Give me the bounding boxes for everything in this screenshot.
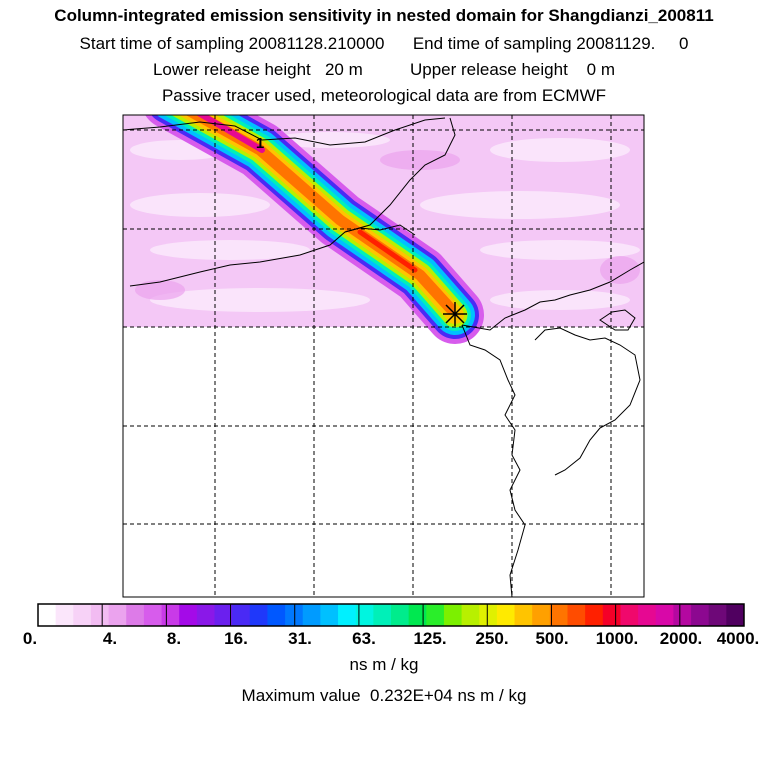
colorbar-swatch [708, 604, 727, 626]
colorbar-swatch [532, 604, 551, 626]
colorbar-swatch [267, 604, 286, 626]
colorbar-swatch [90, 604, 109, 626]
sensitivity-field-texture [130, 132, 640, 312]
sampling-time-line: Start time of sampling 20081128.210000 E… [79, 34, 689, 53]
colorbar-swatch [143, 604, 162, 626]
release-site-star [443, 302, 467, 326]
map-outlines [123, 117, 644, 597]
colorbar-swatch [726, 604, 745, 626]
colorbar-tick-label: 16. [224, 629, 248, 648]
colorbar-tick-label: 63. [352, 629, 376, 648]
colorbar-swatch [673, 604, 692, 626]
colorbar-swatch [479, 604, 498, 626]
colorbar-swatch [620, 604, 639, 626]
colorbar-swatch [461, 604, 480, 626]
colorbar-swatch [73, 604, 92, 626]
maximum-value-text: Maximum value 0.232E+04 ns m / kg [241, 686, 527, 705]
colorbar-swatch [38, 604, 57, 626]
colorbar-swatch [108, 604, 127, 626]
colorbar-tick-label: 125. [413, 629, 447, 648]
colorbar-unit: ns m / kg [349, 655, 419, 674]
colorbar-tick-label: 0. [22, 629, 38, 648]
colorbar-swatch [391, 604, 410, 626]
plume [145, 115, 484, 344]
lat-lon-grid [123, 115, 644, 597]
colorbar-tick-label: 250. [475, 629, 509, 648]
colorbar-swatch [179, 604, 198, 626]
colorbar-swatch [338, 604, 357, 626]
release-height-line: Lower release height 20 m Upper release … [152, 60, 616, 79]
colorbar-swatch [426, 604, 445, 626]
colorbar-swatch [232, 604, 251, 626]
tracer-info-line: Passive tracer used, meteorological data… [161, 86, 607, 105]
map-frame [122, 114, 645, 598]
colorbar-swatch [285, 604, 304, 626]
colorbar-tick-label: 500. [535, 629, 569, 648]
colorbar-swatch [320, 604, 339, 626]
colorbar-tick-label: 8. [166, 629, 182, 648]
colorbar-swatch [408, 604, 427, 626]
colorbar-swatch [691, 604, 710, 626]
colorbar-swatch [602, 604, 621, 626]
colorbar-swatch [302, 604, 321, 626]
colorbar-swatch [638, 604, 657, 626]
colorbar-swatch [496, 604, 515, 626]
colorbar-swatch [126, 604, 145, 626]
colorbar-swatch [373, 604, 392, 626]
colorbar-swatch [249, 604, 268, 626]
colorbar-tick-label: 31. [288, 629, 312, 648]
colorbar-swatch [655, 604, 674, 626]
colorbar-swatch [196, 604, 215, 626]
colorbar-tick-label: 4. [102, 629, 118, 648]
colorbar-swatch [567, 604, 586, 626]
colorbar-swatch [585, 604, 604, 626]
colorbar-tick-label: 2000. [659, 629, 703, 648]
colorbar-swatch [549, 604, 568, 626]
chart-title: Column-integrated emission sensitivity i… [54, 6, 714, 25]
colorbar-swatch [443, 604, 462, 626]
colorbar-swatch [161, 604, 180, 626]
colorbar-tick-label: 4000. [716, 629, 760, 648]
colorbar-swatch [355, 604, 374, 626]
colorbar-swatch [214, 604, 233, 626]
contour-label: 1 [256, 135, 264, 152]
colorbar [37, 603, 745, 627]
colorbar-tick-label: 1000. [595, 629, 639, 648]
colorbar-swatch [514, 604, 533, 626]
colorbar-frame [37, 603, 745, 627]
sensitivity-field-darker [135, 150, 640, 300]
colorbar-swatch [55, 604, 74, 626]
